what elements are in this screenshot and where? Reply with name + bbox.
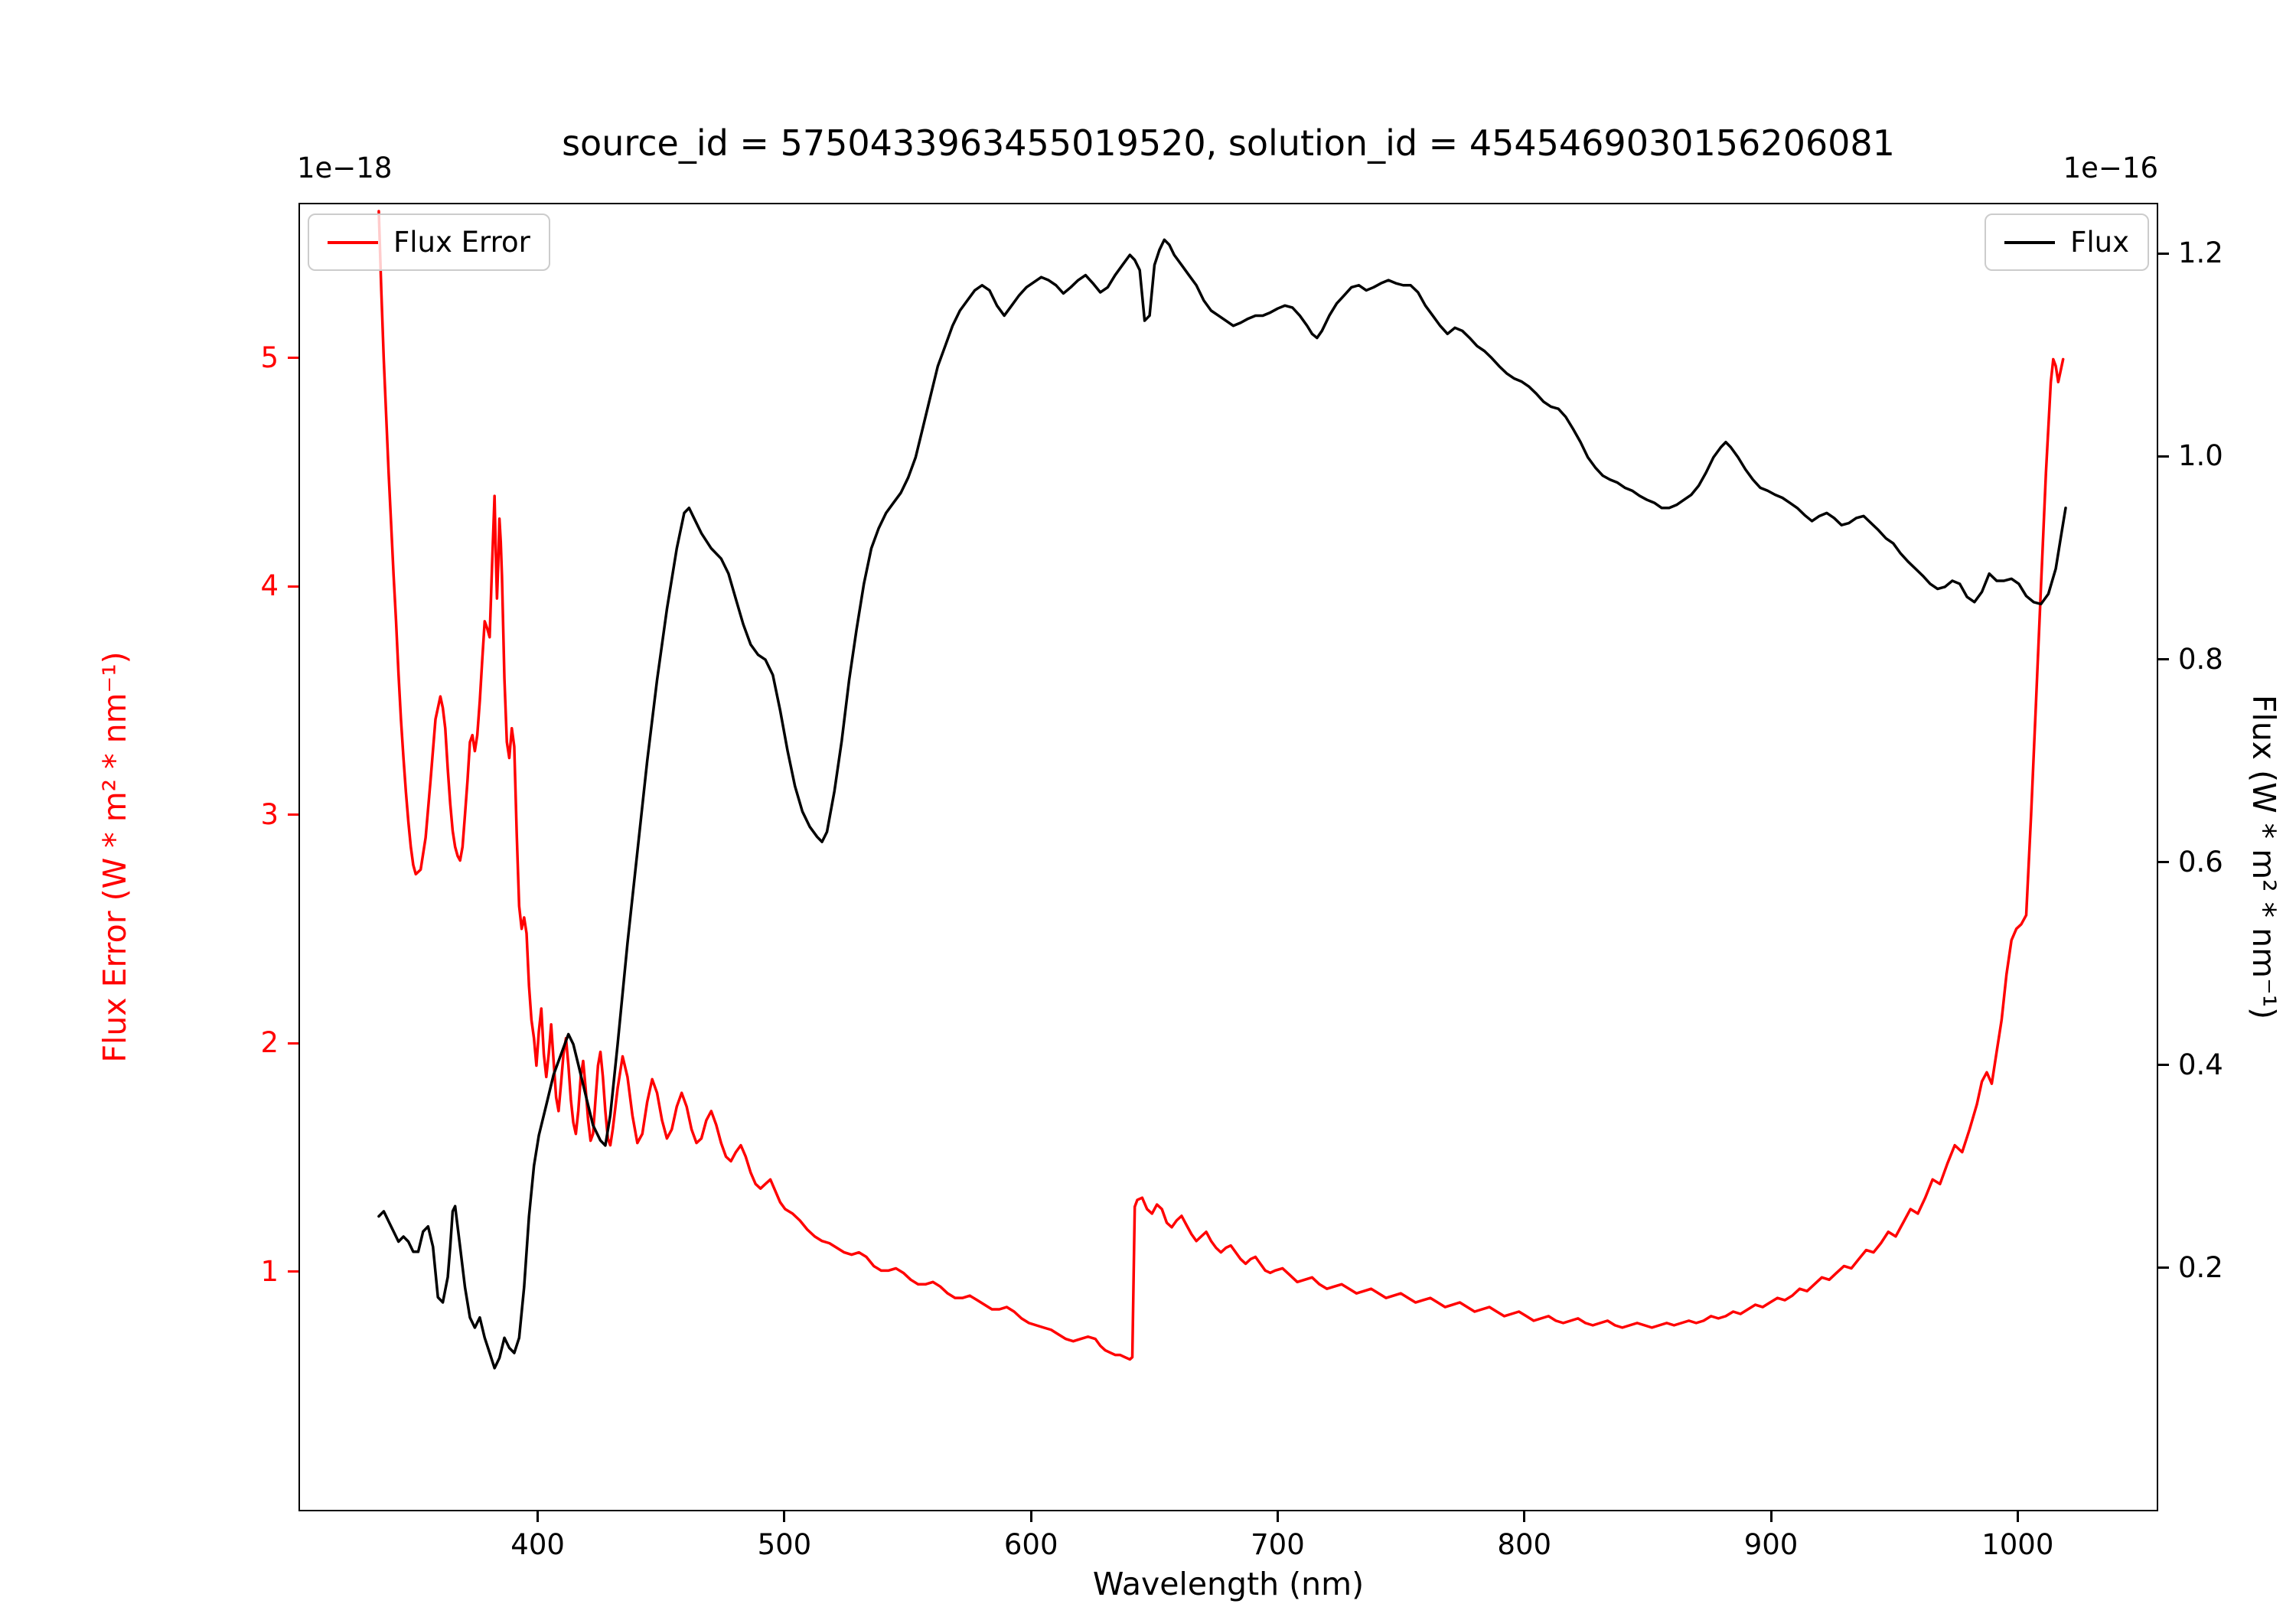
x-tick-label: 1000 — [1981, 1528, 2054, 1561]
right-y-tick-mark — [2158, 1064, 2169, 1067]
flux-line-icon — [2004, 240, 2056, 244]
flux-error-legend-label: Flux Error — [393, 226, 530, 259]
x-tick-label: 500 — [757, 1528, 812, 1561]
x-tick-label: 600 — [1003, 1528, 1058, 1561]
left-y-tick-label: 3 — [260, 797, 279, 831]
right-axis-offset-text: 1e−16 — [2063, 152, 2158, 184]
left-y-tick-label: 1 — [260, 1254, 279, 1288]
right-y-tick-label: 0.8 — [2178, 642, 2223, 676]
chart-title: source_id = 5750433963455019520, solutio… — [562, 122, 1895, 164]
left-y-tick-mark — [288, 813, 298, 817]
right-y-tick-mark — [2158, 455, 2169, 458]
x-axis-label: Wavelength (nm) — [1092, 1566, 1365, 1602]
flux-legend-label: Flux — [2070, 226, 2129, 259]
x-tick-label: 700 — [1251, 1528, 1305, 1561]
plot-area: Flux Error Flux — [298, 203, 2158, 1511]
legend-flux: Flux — [1985, 214, 2149, 271]
right-y-tick-mark — [2158, 658, 2169, 660]
x-tick-label: 800 — [1497, 1528, 1552, 1561]
x-tick-mark — [536, 1511, 540, 1522]
x-tick-mark — [2016, 1511, 2019, 1522]
left-y-tick-label: 2 — [260, 1026, 279, 1060]
x-tick-label: 900 — [1743, 1528, 1799, 1561]
x-tick-mark — [783, 1511, 786, 1522]
right-axis-label: Flux (W * m² * nm⁻¹) — [2245, 694, 2282, 1020]
x-tick-label: 400 — [510, 1528, 565, 1561]
right-y-tick-mark — [2158, 252, 2169, 255]
left-y-tick-mark — [288, 585, 298, 588]
series-canvas — [377, 210, 2067, 1370]
x-tick-mark — [1029, 1511, 1032, 1522]
x-tick-mark — [1523, 1511, 1526, 1522]
x-tick-mark — [1276, 1511, 1279, 1522]
right-y-tick-mark — [2158, 861, 2169, 864]
left-axis-offset-text: 1e−18 — [297, 152, 393, 184]
right-y-tick-label: 0.4 — [2178, 1048, 2223, 1081]
left-y-tick-label: 5 — [260, 341, 279, 374]
left-y-tick-label: 4 — [260, 569, 279, 603]
right-y-tick-mark — [2158, 1266, 2169, 1270]
left-axis-label: Flux Error (W * m² * nm⁻¹) — [96, 651, 133, 1063]
flux-error-line-icon — [328, 240, 378, 244]
right-y-tick-label: 1.2 — [2178, 236, 2223, 270]
series-flux — [377, 238, 2067, 1370]
x-tick-mark — [1769, 1511, 1773, 1522]
right-y-tick-label: 1.0 — [2178, 439, 2223, 473]
right-y-tick-label: 0.2 — [2178, 1250, 2223, 1284]
legend-flux-error: Flux Error — [308, 214, 550, 271]
right-y-tick-label: 0.6 — [2178, 845, 2223, 878]
left-y-tick-mark — [288, 1041, 298, 1045]
left-y-tick-mark — [288, 357, 298, 360]
left-y-tick-mark — [288, 1270, 298, 1273]
series-flux-error — [377, 210, 2065, 1361]
